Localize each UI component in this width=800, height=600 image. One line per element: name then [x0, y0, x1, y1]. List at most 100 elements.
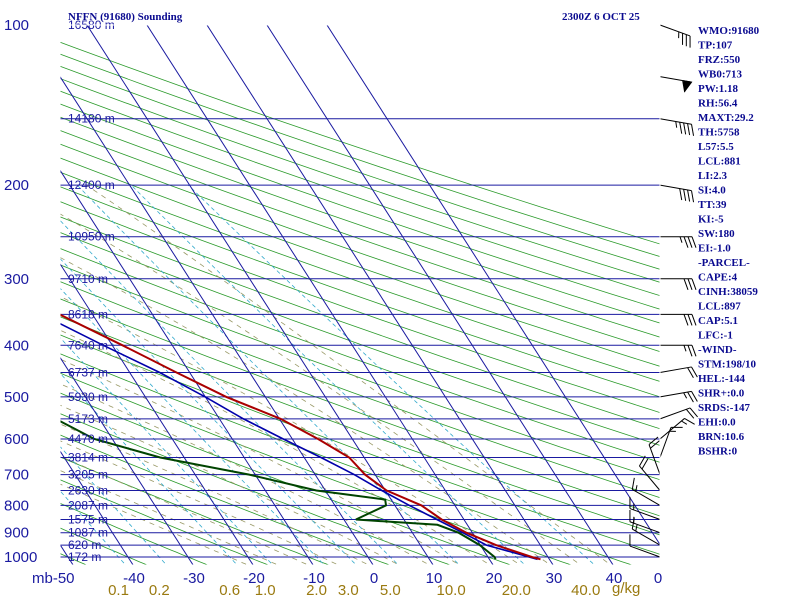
mixing-ratio-tick-label: 0.1 — [108, 582, 129, 599]
temperature-tick-label: -30 — [183, 570, 205, 587]
temperature-tick-label: 0 — [654, 570, 662, 587]
index-item: SI:4.0 — [698, 185, 726, 197]
dry-adiabat — [60, 281, 660, 499]
wind-barb — [638, 455, 661, 491]
index-item: SW:180 — [698, 228, 735, 240]
isotherm — [266, 25, 614, 565]
isotherm — [60, 169, 314, 565]
wind-barb — [659, 390, 698, 403]
index-item: CINH:38059 — [698, 286, 758, 298]
index-item: CAP:5.1 — [698, 315, 738, 327]
index-item: FRZ:550 — [698, 54, 741, 66]
dry-adiabat — [60, 264, 660, 481]
index-item: SRDS:-147 — [698, 402, 750, 414]
isotherm — [60, 262, 254, 565]
height-label: 3814 m — [68, 451, 108, 465]
dry-adiabat — [60, 171, 660, 382]
height-label: 10950 m — [68, 230, 115, 244]
dry-adiabat — [60, 353, 634, 565]
dry-adiabat — [60, 129, 660, 338]
wind-barb — [648, 436, 661, 475]
dry-adiabat — [60, 316, 660, 536]
index-item: LCL:897 — [698, 301, 741, 313]
index-item: WB0:713 — [698, 69, 743, 81]
height-label: 5173 m — [68, 412, 108, 426]
temperature-tick-label: 40 — [606, 570, 623, 587]
temperature-tick-label: -40 — [123, 570, 145, 587]
index-item: TH:5758 — [698, 127, 740, 139]
mixing-ratio-line — [60, 257, 357, 565]
moist-adiabat — [60, 470, 279, 565]
mixing-ratio-line — [60, 219, 399, 565]
dry-adiabat — [60, 502, 209, 565]
isotherm — [206, 25, 554, 565]
dry-adiabat — [60, 413, 452, 565]
pressure-tick-label: 100 — [4, 17, 29, 34]
dry-adiabat — [60, 53, 660, 257]
wind-barb — [659, 417, 695, 440]
wind-barb — [660, 313, 697, 326]
dry-adiabat — [60, 41, 660, 245]
mixing-ratio-tick-label: 10.0 — [436, 582, 465, 599]
wind-barb — [659, 184, 695, 203]
dry-adiabat — [60, 216, 660, 430]
temperature-tick-label: 0 — [370, 570, 378, 587]
plot-frame — [59, 24, 661, 566]
parcel-trace-line — [60, 322, 538, 561]
height-label: 4470 m — [68, 432, 108, 446]
height-label: 1087 m — [68, 526, 108, 540]
moist-adiabat — [60, 440, 340, 565]
index-item: STM:198/10 — [698, 359, 757, 371]
mixing-ratio-line — [60, 372, 238, 565]
isotherm — [60, 356, 194, 565]
pressure-tick-label: 1000 — [4, 549, 37, 566]
index-item: PW:1.18 — [698, 83, 739, 95]
mixing-ratio-tick-labels: 0.1 0.2 0.6 1.0 2.0 3.0 5.0 10.0 20.0 40.0 — [108, 582, 600, 599]
pressure-tick-label: 800 — [4, 497, 29, 514]
index-item: WMO:91680 — [698, 25, 760, 37]
dry-adiabat — [60, 103, 660, 310]
mixing-ratio-line — [60, 490, 127, 565]
pressure-tick-label: 400 — [4, 337, 29, 354]
index-item: L57:5.5 — [698, 141, 734, 153]
mixing-ratio-line — [130, 184, 526, 565]
mixing-ratio-tick-label: 0.6 — [219, 582, 240, 599]
dry-adiabat — [60, 479, 270, 565]
isotherm — [326, 25, 660, 546]
index-list: WMO:91680 TP:107 FRZ:550 WB0:713 PW:1.18 RH:5… — [698, 25, 760, 458]
temperature-tick-label: -10 — [303, 570, 325, 587]
pressure-tick-label: 900 — [4, 525, 29, 542]
profiles — [60, 313, 541, 561]
mixing-ratio-tick-label: 1.0 — [255, 582, 276, 599]
sounding-time: 2300Z 6 OCT 25 — [562, 11, 640, 23]
mixing-ratio-tick-label: 0.2 — [149, 582, 170, 599]
moist-adiabat — [60, 213, 582, 565]
wind-barb — [660, 278, 697, 290]
moist-adiabat — [60, 423, 370, 565]
moist-adiabat — [60, 404, 400, 565]
index-item: LCL:881 — [698, 156, 741, 168]
wind-barb — [660, 236, 697, 248]
mixing-ratio-tick-label: 5.0 — [380, 582, 401, 599]
mixing-ratio-tick-label: 3.0 — [338, 582, 359, 599]
isotherm — [86, 25, 434, 565]
index-item: EI:-1.0 — [698, 243, 731, 255]
dry-adiabat — [60, 527, 149, 565]
height-label: 1575 m — [68, 513, 108, 527]
mixing-ratio-line — [60, 336, 274, 565]
dry-adiabat — [60, 456, 330, 565]
height-label: 7640 m — [68, 338, 108, 352]
index-item: TP:107 — [698, 40, 733, 52]
wind-barb — [631, 477, 661, 506]
wind-barb — [659, 426, 683, 458]
wind-barb — [659, 118, 695, 136]
dry-adiabat — [60, 78, 660, 283]
mixing-ratio-tick-label: 2.0 — [306, 582, 327, 599]
pressure-tick-label: 600 — [4, 431, 29, 448]
wind-barb — [659, 407, 698, 420]
index-item: CAPE:4 — [698, 272, 738, 284]
moist-adiabat — [60, 257, 552, 565]
index-item: TT:39 — [698, 199, 727, 211]
height-label: 2087 m — [68, 498, 108, 512]
